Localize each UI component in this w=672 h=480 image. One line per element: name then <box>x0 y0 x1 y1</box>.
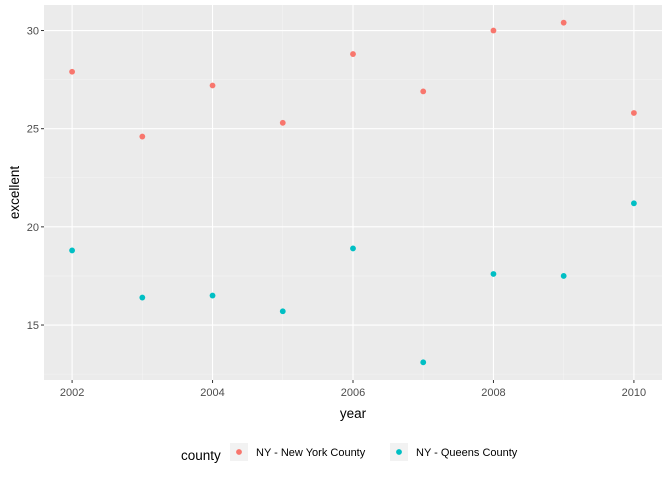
legend-key-new-york <box>236 449 242 455</box>
x-tick-label: 2006 <box>341 387 365 399</box>
point-queens-county <box>139 294 146 301</box>
point-new-york-county <box>209 82 216 89</box>
x-tick-label: 2004 <box>200 387 224 399</box>
point-queens-county <box>350 245 356 252</box>
y-axis: 15 20 25 30 <box>27 26 44 332</box>
point-queens-county <box>209 292 216 299</box>
point-queens-county <box>420 359 427 366</box>
point-new-york-county <box>490 27 497 34</box>
point-queens-county <box>279 308 286 315</box>
y-tick-label: 25 <box>27 124 39 136</box>
point-queens-county <box>631 200 637 207</box>
x-axis-title: year <box>340 406 367 421</box>
point-queens-county <box>490 271 497 277</box>
x-tick-label: 2010 <box>622 387 646 399</box>
point-new-york-county <box>420 88 427 95</box>
point-new-york-county <box>631 110 637 116</box>
legend-label-queens: NY - Queens County <box>416 447 518 459</box>
y-tick-label: 20 <box>27 222 39 234</box>
x-tick-label: 2008 <box>481 387 505 399</box>
point-new-york-county <box>560 19 567 26</box>
legend-key-queens <box>396 449 402 455</box>
point-queens-county <box>69 247 75 254</box>
major-gridlines <box>44 5 662 380</box>
legend: county NY - New York County NY - Queens … <box>181 443 518 463</box>
legend-item-queens: NY - Queens County <box>390 443 518 461</box>
x-tick-label: 2002 <box>60 387 84 399</box>
y-tick-label: 15 <box>27 320 39 332</box>
x-axis: 2002 2004 2006 2008 2010 <box>60 380 646 399</box>
point-new-york-county <box>350 51 356 57</box>
point-new-york-county <box>139 133 146 140</box>
point-new-york-county <box>279 119 286 126</box>
legend-item-new-york: NY - New York County <box>230 443 366 461</box>
point-queens-county <box>560 273 567 279</box>
point-new-york-county <box>69 68 75 75</box>
data-points <box>69 19 637 366</box>
legend-label-new-york: NY - New York County <box>256 447 366 459</box>
y-axis-title: excellent <box>7 166 22 220</box>
y-tick-label: 30 <box>27 26 39 38</box>
legend-title: county <box>181 448 221 463</box>
